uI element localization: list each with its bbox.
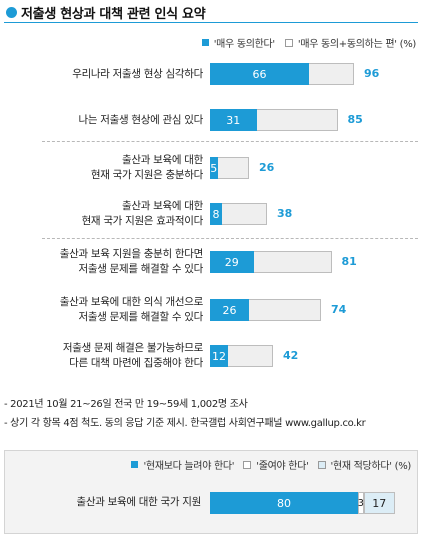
group-separator [42,141,418,142]
total-value-label: 38 [277,207,293,220]
top-legend: '매우 동의한다' '매우 동의+동의하는 편' (%) [201,35,416,50]
total-value-label: 81 [341,255,357,268]
legend-label-adequate: '현재 적당하다' (%) [330,461,412,472]
segment-adequate: 17 [363,492,395,514]
bar-strongly-agree: 5 [210,157,218,179]
category-label: 우리나라 저출생 현상 심각하다 [72,67,203,80]
bar-strongly-agree: 26 [210,299,249,321]
survey-note: - 2021년 10월 21~26일 전국 만 19~59세 1,002명 조사 [4,399,248,410]
legend-swatch-increase [131,461,139,468]
national-support-panel: '현재보다 늘려야 한다' '줄여야 한다' '현재 적당하다' (%) 출산과… [4,450,418,534]
category-label: 출산과 보육에 대한 현재 국가 지원은 효과적이다 [81,200,204,227]
category-label: 출산과 보육에 대한 의식 개선으로 저출생 문제를 해결할 수 있다 [59,296,204,323]
category-label: 출산과 보육 지원을 충분히 한다면 저출생 문제를 해결할 수 있다 [59,248,204,275]
group-separator [42,238,418,239]
total-value-label: 96 [364,67,380,80]
source-note: - 상기 각 항목 4점 척도. 동의 응답 기준 제시. 한국갤럽 사회연구패… [4,418,366,429]
legend-swatch-adequate [317,460,326,469]
bar-strongly-agree: 12 [210,345,228,367]
segment-increase: 80 [210,492,358,514]
legend-label-agree-total: '매우 동의+동의하는 편' (%) [297,39,416,50]
bar-strongly-agree: 31 [210,109,257,131]
chart-title: 저출생 현상과 대책 관련 인식 요약 [6,3,206,22]
legend-label-decrease: '줄여야 한다' [256,461,309,472]
category-label: 출산과 보육에 대한 국가 지원 [76,496,202,508]
title-text: 저출생 현상과 대책 관련 인식 요약 [21,7,206,22]
bar-strongly-agree: 66 [210,63,309,85]
bar-strongly-agree: 29 [210,251,254,273]
title-divider [4,22,418,23]
legend-label-strongly-agree: '매우 동의한다' [213,39,275,50]
title-bullet-icon [6,7,17,18]
total-value-label: 85 [347,113,363,126]
category-label: 나는 저출생 현상에 관심 있다 [78,113,204,126]
segment-decrease: 3 [358,492,364,514]
bottom-legend: '현재보다 늘려야 한다' '줄여야 한다' '현재 적당하다' (%) [131,457,411,472]
legend-swatch-agree-total [284,38,293,47]
legend-swatch-decrease [243,460,252,469]
category-label: 저출생 문제 해결은 불가능하므로 다른 대책 마련에 집중해야 한다 [62,342,203,369]
bar-strongly-agree: 8 [210,203,222,225]
total-value-label: 42 [283,349,299,362]
legend-label-increase: '현재보다 늘려야 한다' [143,461,235,472]
category-label: 출산과 보육에 대한 현재 국가 지원은 충분하다 [90,154,203,181]
legend-swatch-strongly-agree [201,39,209,46]
total-value-label: 74 [331,303,347,316]
total-value-label: 26 [259,161,275,174]
